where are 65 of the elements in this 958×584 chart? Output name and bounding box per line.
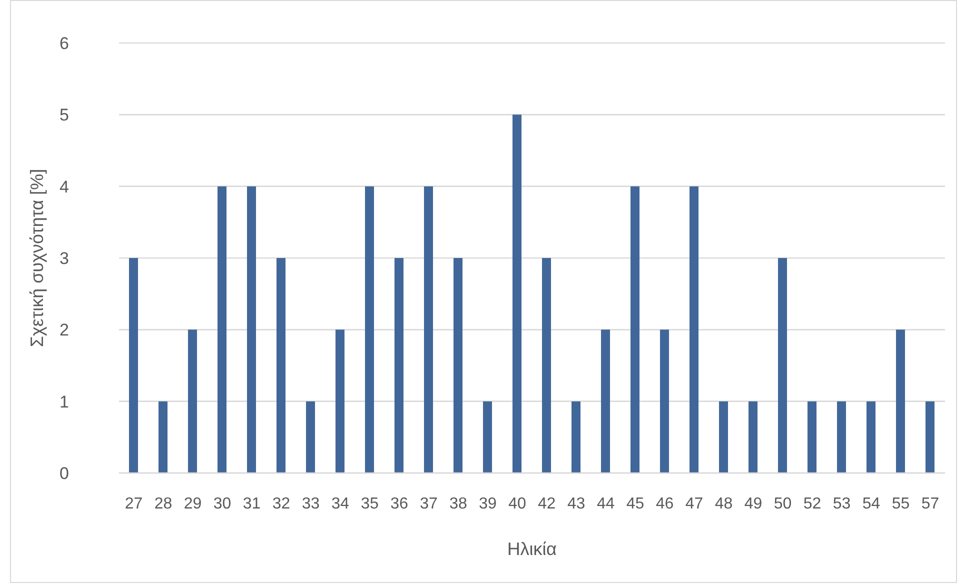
bar	[748, 401, 758, 473]
x-tick-label: 57	[921, 495, 940, 512]
x-tick-label: 40	[508, 495, 526, 512]
x-tick-label: 47	[685, 495, 704, 512]
x-tick-label: 32	[272, 495, 290, 512]
x-tick-label: 33	[302, 495, 320, 512]
y-tick-label: 2	[60, 320, 69, 340]
x-tick-label: 35	[360, 495, 379, 512]
bar	[512, 114, 522, 473]
y-tick-label: 3	[60, 249, 69, 268]
bar	[306, 401, 315, 473]
x-tick-label: 53	[832, 495, 851, 512]
x-tick-label: 28	[154, 495, 172, 512]
x-tick-label: 55	[892, 495, 910, 512]
bar	[660, 330, 669, 473]
bar	[365, 186, 374, 473]
bar	[336, 330, 344, 473]
x-tick-label: 38	[449, 495, 468, 512]
x-tick-label: 37	[420, 495, 438, 512]
x-tick-label: 34	[331, 495, 350, 512]
bar	[129, 258, 138, 473]
bar	[572, 401, 580, 473]
bar	[896, 330, 905, 473]
bar	[394, 258, 404, 473]
x-tick-label: 43	[567, 495, 586, 512]
x-tick-label: 49	[744, 495, 762, 512]
x-axis-title: Ηλικία	[507, 539, 557, 559]
x-tick-label: 54	[862, 495, 880, 512]
bar	[690, 186, 698, 473]
x-tick-label: 39	[478, 495, 497, 512]
x-tick-label: 52	[803, 495, 822, 512]
x-tick-label: 48	[714, 495, 733, 512]
bar	[188, 330, 197, 473]
bar	[926, 401, 934, 473]
y-tick-label: 4	[60, 177, 69, 196]
x-tick-label: 44	[596, 495, 615, 512]
x-tick-label: 46	[656, 495, 674, 512]
x-tick-label: 29	[184, 495, 202, 512]
x-tick-label: 36	[390, 495, 408, 512]
y-tick-label: 0	[60, 464, 69, 484]
y-tick-label: 6	[60, 34, 69, 54]
x-tick-label: 27	[124, 495, 143, 512]
y-tick-label: 5	[60, 106, 69, 125]
bar	[218, 186, 226, 473]
bar	[837, 401, 846, 473]
y-axis-title: Σχετική συχνότητα [%]	[27, 168, 47, 348]
x-tick-label: 31	[242, 495, 261, 512]
bar	[808, 401, 816, 473]
bar	[719, 401, 728, 473]
bar	[424, 186, 433, 473]
bar	[483, 401, 492, 473]
bar	[601, 330, 610, 473]
bar	[454, 258, 462, 473]
bar	[542, 258, 551, 473]
x-tick-label: 45	[626, 495, 644, 512]
bar	[778, 258, 787, 473]
x-tick-label: 42	[538, 495, 556, 512]
y-tick-label: 1	[60, 392, 69, 412]
bar	[866, 401, 876, 473]
bar	[630, 186, 640, 473]
bar	[276, 258, 286, 473]
bar	[247, 186, 256, 473]
bar	[158, 401, 168, 473]
x-tick-label: 30	[213, 495, 232, 512]
x-tick-label: 50	[774, 495, 792, 512]
